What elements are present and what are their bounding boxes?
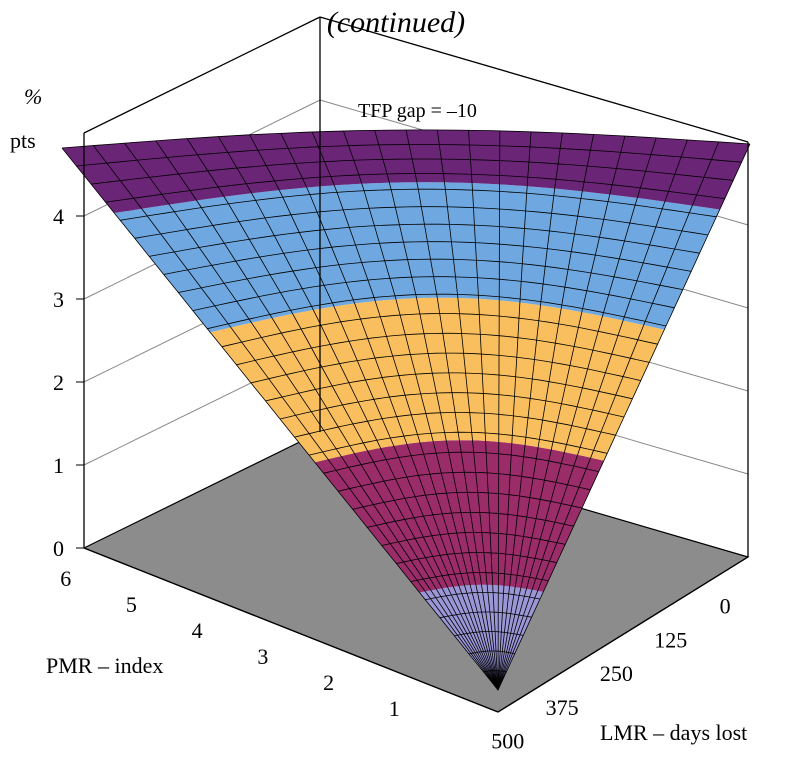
z-tick-label: 1 — [53, 453, 64, 478]
mesh-line — [134, 206, 709, 239]
lmr-tick-label: 500 — [491, 729, 524, 754]
pmr-tick-label: 6 — [60, 566, 71, 591]
chart-title: (continued) — [327, 6, 465, 39]
mesh-line — [309, 431, 608, 456]
lmr-tick-label: 0 — [720, 594, 731, 619]
chart-annotation: TFP gap = –10 — [358, 100, 477, 122]
y-axis-label: LMR – days lost — [600, 720, 747, 745]
mesh-line — [338, 471, 591, 492]
mesh-line — [265, 372, 633, 402]
mesh-line — [410, 572, 549, 582]
chart-frame — [83, 16, 749, 713]
mesh-line — [178, 258, 683, 293]
mesh-line — [381, 532, 566, 546]
lmr-axis-ticks: 0 125 250 375 500 — [491, 594, 730, 754]
mesh-line — [149, 223, 700, 257]
mesh-line — [105, 173, 725, 203]
z-tick-label: 3 — [53, 287, 64, 312]
lmr-tick-label: 125 — [654, 627, 687, 652]
mesh-line — [396, 552, 557, 564]
x-axis-label: PMR – index — [46, 653, 163, 678]
mesh-line — [61, 129, 751, 149]
pmr-tick-label: 5 — [126, 592, 137, 617]
mesh-line — [163, 241, 692, 275]
mesh-line — [323, 451, 599, 474]
mesh-line — [236, 332, 650, 366]
frame-edge — [83, 547, 499, 713]
chart-surface — [61, 129, 751, 691]
mesh-line — [192, 276, 675, 311]
mesh-line — [439, 611, 532, 619]
mesh-line — [454, 631, 524, 637]
mesh-line — [352, 491, 583, 510]
surface-band-2-3 — [210, 297, 665, 463]
pmr-tick-label: 1 — [389, 696, 400, 721]
mesh-line — [120, 188, 717, 221]
lmr-tick-label: 250 — [600, 661, 633, 686]
z-tick-label: 2 — [53, 370, 64, 395]
mesh-line — [207, 293, 667, 330]
mesh-line — [221, 313, 658, 348]
mesh-line — [468, 650, 515, 655]
z-axis-label-line2: pts — [10, 128, 36, 153]
mesh-line — [250, 352, 641, 384]
z-axis-ticks: 0 1 2 3 4 — [53, 204, 84, 561]
surface-band-4-5 — [62, 129, 750, 213]
pmr-tick-label: 4 — [192, 618, 203, 643]
pmr-axis-ticks: 6 5 4 3 2 1 — [60, 566, 400, 721]
mesh-line — [367, 512, 574, 528]
frame-edge — [497, 556, 749, 713]
frame-edge — [319, 16, 749, 143]
mesh-line — [279, 392, 625, 420]
z-tick-label: 4 — [53, 204, 64, 229]
mesh-line — [425, 592, 541, 601]
mesh-line — [76, 144, 742, 167]
mesh-line — [91, 158, 734, 185]
z-axis-label-line1: % — [24, 84, 42, 109]
mesh-line — [483, 670, 507, 673]
pmr-tick-label: 2 — [323, 670, 334, 695]
lmr-tick-label: 375 — [546, 695, 579, 720]
pmr-tick-label: 3 — [257, 644, 268, 669]
mesh-line — [294, 412, 616, 438]
z-tick-label: 0 — [53, 536, 64, 561]
frame-edge — [83, 16, 321, 134]
